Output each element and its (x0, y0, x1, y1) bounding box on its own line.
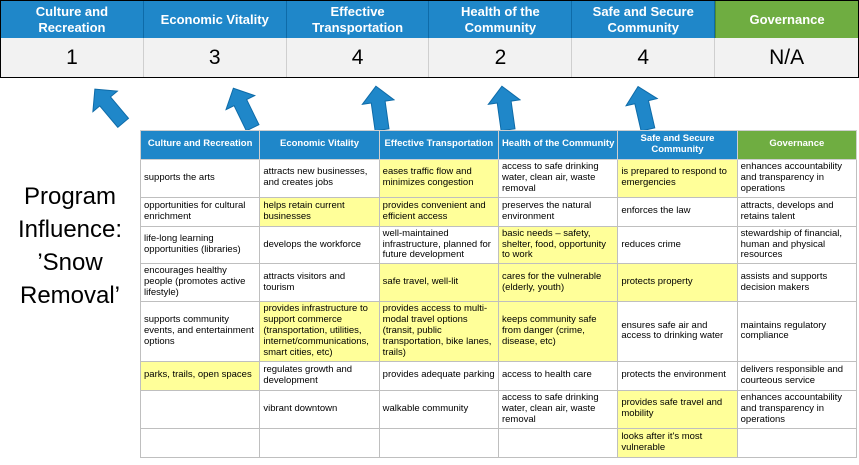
summary-header-governance: Governance (715, 1, 858, 38)
matrix-cell: safe travel, well-lit (378, 263, 499, 303)
summary-header-transportation: Effective Transportation (286, 1, 430, 38)
summary-header-row: Culture and Recreation Economic Vitality… (1, 1, 858, 38)
matrix-cell (497, 427, 619, 458)
table-row: vibrant downtown walkable community access… (139, 389, 858, 429)
matrix-cell: opportunities for cultural enrichment (139, 196, 261, 227)
matrix-cell: provides infrastructure to support comme… (259, 301, 380, 362)
matrix-cell: parks, trails, open spaces (139, 360, 261, 391)
summary-score-governance: N/A (769, 45, 805, 69)
table-row: looks after it's most vulnerable (139, 427, 858, 458)
matrix-cell: attracts visitors and tourism (259, 263, 380, 303)
summary-score-economic: 3 (144, 38, 287, 77)
matrix-header-governance: Governance (736, 130, 858, 160)
matrix-cell: enhances accountability and transparency… (736, 389, 858, 429)
up-arrow-icon (361, 85, 396, 132)
matrix-cell: reduces crime (617, 225, 738, 265)
summary-header-economic: Economic Vitality (143, 1, 287, 38)
table-row: life-long learning opportunities (librar… (139, 225, 858, 265)
matrix-cell: delivers responsible and courteous servi… (736, 360, 858, 391)
matrix-header-culture: Culture and Recreation (139, 130, 261, 160)
matrix-cell: ensures safe air and access to drinking … (617, 301, 738, 362)
matrix-body: supports the arts attracts new businesses… (139, 158, 858, 458)
matrix-cell: stewardship of financial, human and phys… (736, 225, 858, 265)
matrix-cell: supports community events, and entertain… (139, 301, 261, 362)
matrix-header-safe: Safe and Secure Community (617, 130, 738, 160)
matrix-cell: access to safe drinking water, clean air… (497, 389, 619, 429)
matrix-cell: access to health care (497, 360, 619, 391)
matrix-cell: attracts, develops and retains talent (736, 196, 858, 227)
matrix-cell: maintains regulatory compliance (736, 301, 858, 362)
influence-matrix: Culture and Recreation Economic Vitality… (139, 130, 858, 458)
matrix-cell: well-maintained infrastructure, planned … (378, 225, 499, 265)
page-title-line: ’Snow (37, 249, 103, 277)
summary-header-culture: Culture and Recreation (1, 1, 144, 38)
matrix-cell: eases traffic flow and minimizes congest… (378, 158, 499, 198)
matrix-cell: encourages healthy people (promotes acti… (139, 263, 261, 303)
matrix-cell: provides adequate parking (378, 360, 499, 391)
summary-header-health: Health of the Community (429, 1, 573, 38)
matrix-cell: basic needs – safety, shelter, food, opp… (497, 225, 619, 265)
up-arrow-icon (225, 87, 260, 132)
matrix-cell: life-long learning opportunities (librar… (139, 225, 261, 265)
matrix-cell: supports the arts (139, 158, 261, 198)
page-title-line: Program (23, 183, 117, 210)
summary-header-safe: Safe and Secure Community (572, 1, 716, 38)
matrix-cell: preserves the natural environment (497, 196, 619, 227)
matrix-cell: provides access to multi-modal travel op… (378, 301, 499, 362)
matrix-cell: keeps community safe from danger (crime,… (497, 301, 619, 362)
summary-score-safe: 4 (572, 38, 716, 77)
matrix-cell (259, 427, 380, 458)
matrix-cell: provides convenient and efficient access (378, 196, 499, 227)
matrix-cell (378, 427, 499, 458)
matrix-cell: develops the workforce (259, 225, 380, 265)
matrix-header-transportation: Effective Transportation (378, 130, 499, 160)
matrix-cell: protects property (617, 263, 738, 303)
matrix-header-economic: Economic Vitality (259, 130, 380, 160)
matrix-cell: helps retain current businesses (259, 196, 380, 227)
matrix-cell: enforces the law (617, 196, 738, 227)
table-row: parks, trails, open spaces regulates grow… (139, 360, 858, 391)
matrix-cell: looks after it's most vulnerable (617, 427, 738, 458)
matrix-cell: assists and supports decision makers (736, 263, 858, 303)
table-row: encourages healthy people (promotes acti… (139, 263, 858, 303)
matrix-cell: provides safe travel and mobility (617, 389, 738, 429)
summary-score-row: 1 3 4 2 4 N/A (1, 38, 858, 77)
matrix-cell (139, 389, 261, 429)
summary-score-culture: 1 (1, 38, 144, 77)
page-title-line: Removal’ (19, 282, 121, 310)
matrix-cell: regulates growth and development (259, 360, 380, 391)
summary-block: Culture and Recreation Economic Vitality… (0, 0, 859, 78)
table-row: supports community events, and entertain… (139, 301, 858, 362)
table-row: opportunities for cultural enrichment hel… (139, 196, 858, 227)
summary-score-transportation: 4 (287, 38, 430, 77)
matrix-cell: protects the environment (617, 360, 738, 391)
matrix-cell: attracts new businesses, and creates job… (259, 158, 380, 198)
matrix-cell: vibrant downtown (259, 389, 380, 429)
page-title-line: Influence: (17, 216, 123, 244)
matrix-cell: walkable community (378, 389, 499, 429)
up-arrow-icon (92, 88, 130, 129)
matrix-cell: enhances accountability and transparency… (736, 158, 858, 198)
up-arrow-icon (624, 85, 659, 132)
table-row: supports the arts attracts new businesses… (139, 158, 858, 198)
summary-score-health: 2 (429, 38, 573, 77)
page-title: Program Influence: ’Snow Removal’ (0, 180, 140, 312)
matrix-cell: is prepared to respond to emergencies (617, 158, 738, 198)
matrix-cell: cares for the vulnerable (elderly, youth… (497, 263, 619, 303)
matrix-header-health: Health of the Community (497, 130, 619, 160)
matrix-header-row: Culture and Recreation Economic Vitality… (139, 130, 858, 160)
matrix-cell: access to safe drinking water, clean air… (497, 158, 619, 198)
up-arrow-icon (487, 85, 522, 132)
matrix-cell (736, 427, 858, 458)
matrix-cell (139, 427, 261, 458)
